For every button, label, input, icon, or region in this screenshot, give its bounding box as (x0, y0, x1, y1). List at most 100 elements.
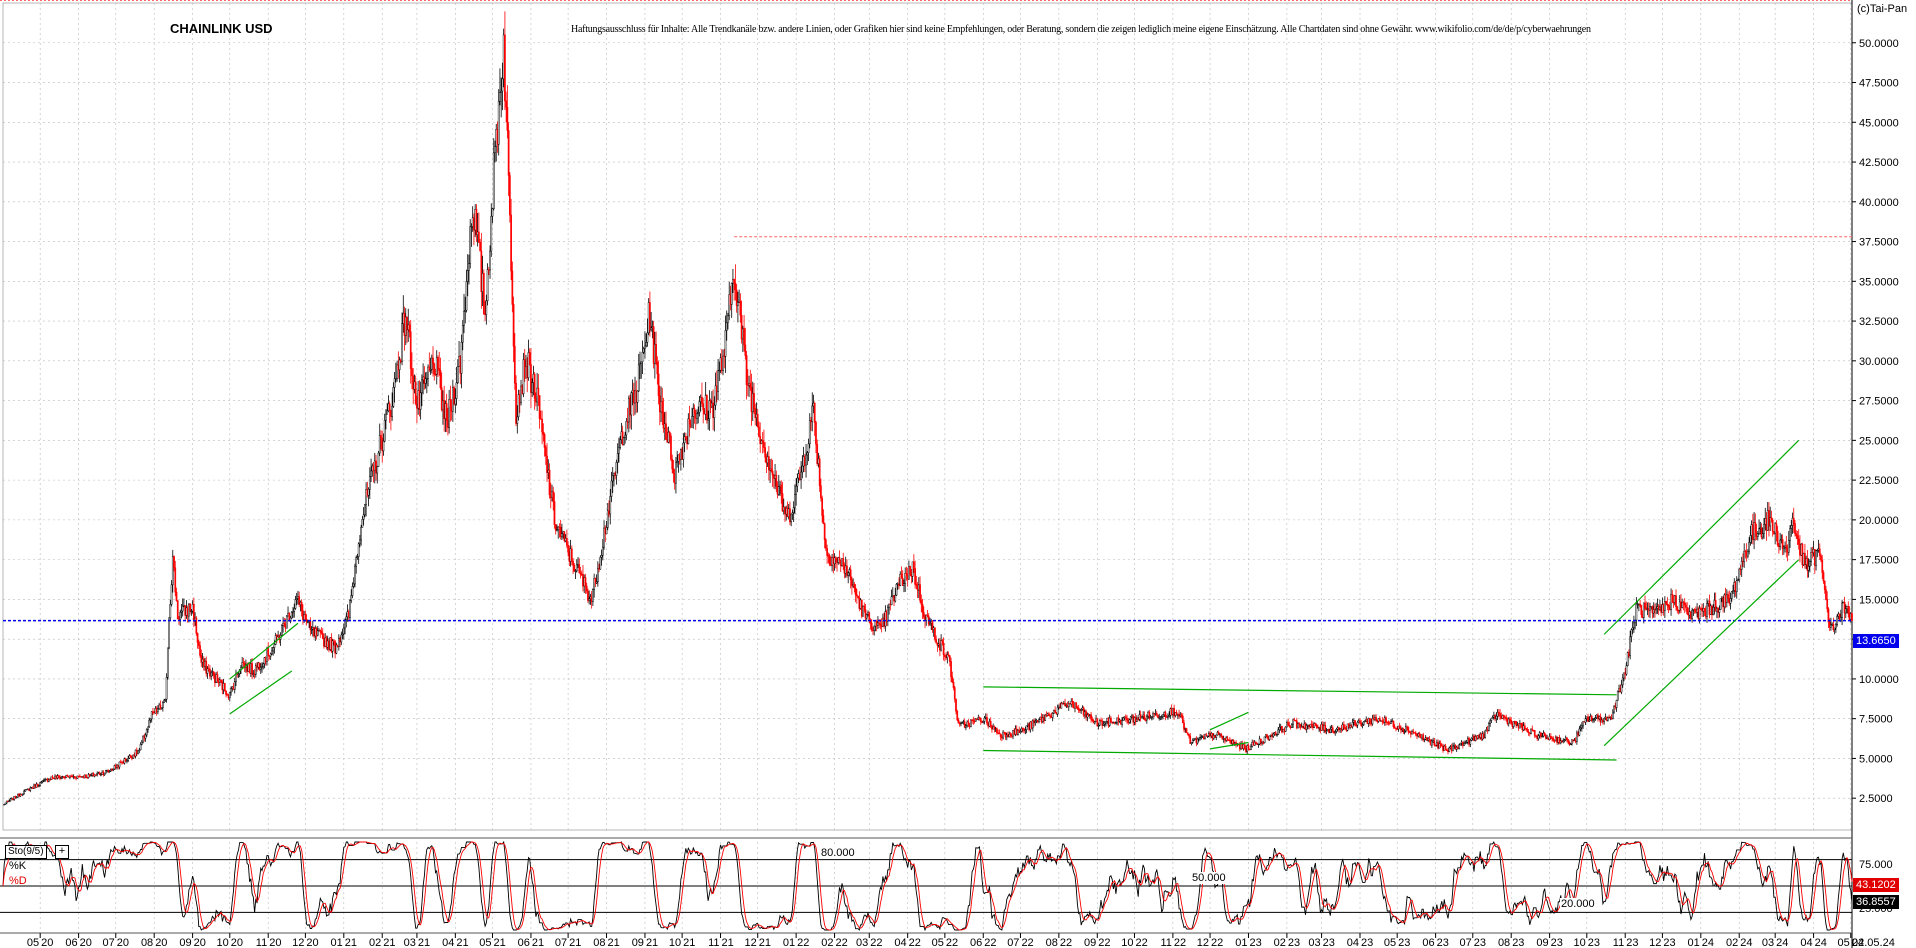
candle-body (1631, 627, 1634, 630)
x-tick-label: 01 (1235, 937, 1247, 948)
candle-body (862, 606, 864, 617)
x-tick-label: 21 (383, 937, 395, 948)
candle-body (1761, 533, 1764, 538)
candle-body (319, 630, 322, 632)
candle-body (1844, 608, 1847, 614)
candle-body (190, 610, 193, 613)
candle-body (464, 309, 467, 312)
candle-body (1355, 724, 1358, 727)
candle-body (828, 555, 831, 565)
candle-body (1054, 710, 1056, 713)
x-tick-label: 10 (1574, 937, 1586, 948)
candle-body (1691, 610, 1693, 619)
x-tick-label: 20 (231, 937, 243, 948)
candle-body (507, 130, 510, 176)
x-tick-label: 03 (1308, 937, 1320, 948)
candle-body (176, 600, 179, 619)
candle-body (1593, 718, 1596, 720)
candle-body (1431, 740, 1433, 746)
candle-body (1588, 719, 1591, 722)
candle-body (292, 611, 294, 613)
candle-body (1463, 743, 1465, 746)
candle-body (575, 564, 578, 572)
candle-body (636, 390, 639, 403)
x-tick-label: 21 (345, 937, 357, 948)
candle-body (665, 423, 667, 440)
candle-body (1146, 715, 1148, 721)
x-tick-label: 09 (1536, 937, 1548, 948)
candle-body (285, 615, 288, 629)
candle-body (499, 92, 501, 102)
x-tick-label: 20 (41, 937, 53, 948)
indicator-name-label[interactable]: Sto(9/5) (5, 845, 47, 859)
candle-body (942, 643, 945, 656)
candle-body (684, 436, 687, 439)
candle-body (727, 315, 729, 323)
candle-body (3, 804, 6, 806)
d-value-tag: 36.8557 (1853, 895, 1899, 909)
candle-body (1243, 744, 1246, 749)
candle-body (1626, 652, 1629, 666)
x-tick-label: 22 (870, 937, 882, 948)
candle-body (579, 572, 582, 575)
y-tick-label: 10.0000 (1859, 674, 1899, 686)
candle-body (1496, 712, 1499, 717)
candle-body (578, 564, 581, 573)
candle-body (957, 719, 960, 724)
candle-body (76, 775, 79, 779)
candle-body (1067, 703, 1070, 708)
candle-body (1827, 608, 1830, 623)
candle-body (615, 462, 618, 476)
candle-body (588, 598, 591, 601)
candle-body (687, 418, 690, 445)
candle-body (288, 612, 291, 622)
candle-body (624, 434, 626, 438)
candle-body (1325, 730, 1328, 732)
x-tick-label: 03 (856, 937, 868, 948)
candle-body (1076, 706, 1079, 709)
candle-body (926, 614, 929, 617)
candle-body (1519, 722, 1521, 729)
candle-body (144, 734, 147, 739)
candle-body (448, 399, 450, 428)
x-tick-label: 23 (1551, 937, 1563, 948)
candle-body (1031, 720, 1034, 729)
candle-body (1129, 716, 1132, 720)
x-tick-label: 21 (722, 937, 734, 948)
candle-body (1439, 743, 1442, 746)
candle-body (504, 34, 506, 102)
candle-body (145, 729, 148, 736)
candle-body (593, 578, 595, 590)
add-indicator-icon[interactable]: + (55, 845, 69, 859)
candle-body (1655, 608, 1658, 611)
candle-body (36, 783, 39, 787)
candle-body (1525, 728, 1527, 730)
candle-body (1110, 717, 1112, 723)
candle-body (890, 596, 893, 605)
candle-body (126, 760, 128, 762)
candle-body (51, 776, 54, 779)
candle-body (310, 629, 313, 631)
candle-body (461, 325, 464, 343)
candle-body (210, 672, 213, 677)
candle-body (1592, 719, 1594, 722)
candle-body (509, 175, 511, 216)
candle-body (775, 475, 778, 487)
candle-body (790, 513, 793, 523)
candle-body (801, 465, 804, 473)
candle-body (223, 683, 226, 692)
candle-body (768, 456, 770, 471)
candle-body (1578, 728, 1581, 736)
candle-body (220, 679, 222, 683)
candle-body (463, 311, 465, 326)
candle-body (1644, 602, 1646, 609)
candle-body (1309, 723, 1312, 728)
candle-body (722, 355, 724, 371)
candle-body (1550, 735, 1552, 738)
candle-body (1676, 606, 1679, 611)
candle-body (165, 677, 168, 700)
candle-body (382, 440, 385, 452)
x-last-date-label: 02.05.24 (1852, 937, 1895, 948)
x-tick-label: 05 (479, 937, 491, 948)
